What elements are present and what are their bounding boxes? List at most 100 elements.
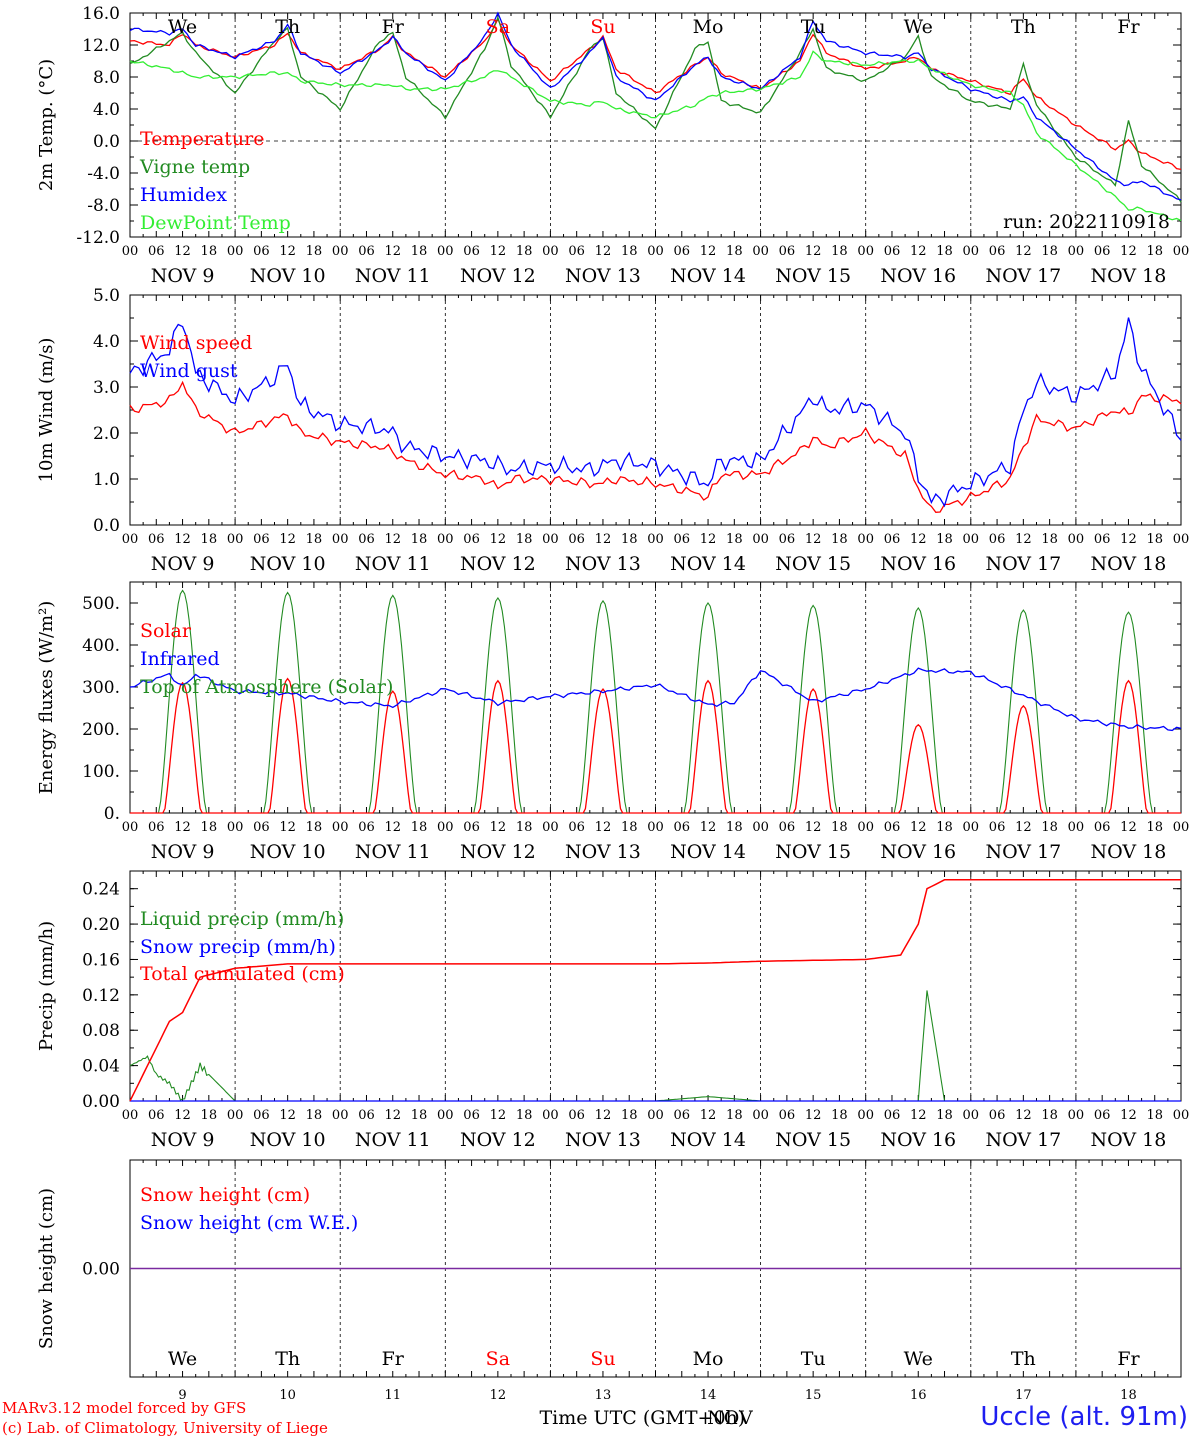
hour-tick-label: 12	[384, 244, 401, 259]
hour-tick-label: 18	[1146, 820, 1163, 835]
series-wind-speed	[129, 380, 1182, 513]
hour-tick-label: 12	[1015, 244, 1032, 259]
hour-tick-label: 18	[516, 1108, 533, 1123]
legend-entry: Infrared	[140, 648, 220, 670]
hour-tick-label: 00	[1173, 1108, 1190, 1123]
hour-tick-label: 06	[463, 244, 480, 259]
legend-entry: Wind gust	[140, 360, 238, 382]
hour-tick-label: 18	[201, 1108, 218, 1123]
hour-tick-label: 12	[1015, 820, 1032, 835]
hour-tick-label: 12	[595, 532, 612, 547]
weekday-label: We	[904, 1348, 933, 1370]
panel-1	[129, 11, 1182, 238]
day-label: NOV 17	[985, 1129, 1061, 1151]
hour-tick-label: 12	[490, 244, 507, 259]
hour-tick-label: 06	[989, 820, 1006, 835]
hour-tick-label: 06	[779, 1108, 796, 1123]
hour-tick-label: 12	[174, 244, 191, 259]
hour-tick-label: 18	[1041, 532, 1058, 547]
legend-entry: Vigne temp	[139, 156, 250, 178]
day-label: NOV 12	[460, 1129, 536, 1151]
day-label: NOV 16	[880, 553, 956, 575]
hour-tick-label: 06	[148, 1108, 165, 1123]
hour-tick-label: 18	[936, 532, 953, 547]
hour-tick-label: 18	[831, 244, 848, 259]
y-tick-label: 300.	[82, 678, 120, 698]
hour-tick-label: 18	[621, 1108, 638, 1123]
series-total-cumulated	[129, 879, 1181, 1102]
hour-tick-label: 06	[358, 1108, 375, 1123]
hour-tick-label: 12	[910, 820, 927, 835]
y-tick-label: -12.0	[76, 228, 120, 248]
y-tick-label: 200.	[82, 720, 120, 740]
hour-tick-label: 12	[805, 1108, 822, 1123]
hour-tick-label: 00	[857, 532, 874, 547]
day-label: NOV 13	[565, 841, 641, 863]
day-label: NOV 13	[565, 265, 641, 287]
legend-entry: Liquid precip (mm/h)	[140, 908, 344, 930]
day-label: NOV 9	[151, 841, 215, 863]
y-tick-label: 2.0	[93, 424, 120, 444]
hour-tick-label: 06	[884, 244, 901, 259]
day-label: NOV 18	[1091, 265, 1167, 287]
hour-tick-label: 12	[805, 820, 822, 835]
y-tick-label: 400.	[82, 636, 120, 656]
hour-tick-label: 18	[201, 532, 218, 547]
model-credit: MARv3.12 model forced by GFS	[2, 1399, 247, 1417]
y-tick-label: 0.00	[82, 1260, 120, 1280]
weekday-label: Su	[590, 1348, 615, 1370]
hour-tick-label: 00	[1068, 532, 1085, 547]
series-wind-gust	[129, 317, 1182, 508]
hour-tick-label: 12	[1120, 244, 1137, 259]
hour-tick-label: 12	[910, 1108, 927, 1123]
day-label: NOV 14	[670, 265, 746, 287]
hour-tick-label: 18	[516, 820, 533, 835]
y-axis-label: Precip (mm/h)	[36, 921, 57, 1051]
hour-tick-label: 00	[437, 820, 454, 835]
hour-tick-label: 18	[1041, 244, 1058, 259]
y-axis-label: 10m Wind (m/s)	[36, 338, 57, 483]
hour-tick-label: 06	[568, 1108, 585, 1123]
hour-tick-label: 12	[384, 532, 401, 547]
hour-tick-label: 00	[647, 1108, 664, 1123]
series-temperature	[129, 17, 1182, 171]
hour-tick-label: 18	[306, 532, 323, 547]
day-label: NOV 17	[985, 841, 1061, 863]
hour-tick-label: 00	[857, 244, 874, 259]
hour-tick-label: 18	[411, 244, 428, 259]
y-tick-label: 0.24	[82, 880, 120, 900]
day-label: NOV 15	[775, 265, 851, 287]
weekday-label: Mo	[693, 16, 724, 38]
hour-tick-label: 06	[779, 244, 796, 259]
hour-tick-label: 06	[253, 532, 270, 547]
hour-tick-label: 18	[411, 532, 428, 547]
hour-tick-label: 00	[752, 1108, 769, 1123]
hour-tick-label: 00	[752, 244, 769, 259]
hour-tick-label: 00	[857, 820, 874, 835]
day-number-label: 16	[910, 1388, 927, 1403]
hour-tick-label: 00	[227, 820, 244, 835]
day-number-label: 18	[1120, 1388, 1137, 1403]
legend-entry: Snow height (cm W.E.)	[140, 1212, 358, 1234]
day-label: NOV 12	[460, 265, 536, 287]
weekday-label: Th	[275, 1348, 300, 1370]
hour-tick-label: 18	[411, 1108, 428, 1123]
hour-tick-label: 00	[122, 532, 139, 547]
day-label: NOV 15	[775, 553, 851, 575]
day-label: NOV 10	[250, 1129, 326, 1151]
hour-tick-label: 06	[674, 1108, 691, 1123]
weekday-label: Th	[275, 16, 300, 38]
panel-2	[129, 294, 1182, 526]
hour-tick-label: 00	[1068, 244, 1085, 259]
y-tick-label: 0.04	[82, 1057, 120, 1077]
hour-tick-label: 00	[122, 244, 139, 259]
day-number-label: 10	[279, 1388, 296, 1403]
hour-tick-label: 12	[279, 1108, 296, 1123]
hour-tick-label: 18	[306, 820, 323, 835]
day-label: NOV 9	[151, 1129, 215, 1151]
legend-entry: Humidex	[140, 184, 227, 206]
hour-tick-label: 00	[437, 1108, 454, 1123]
hour-tick-label: 12	[279, 244, 296, 259]
hour-tick-label: 12	[1015, 1108, 1032, 1123]
hour-tick-label: 18	[936, 1108, 953, 1123]
